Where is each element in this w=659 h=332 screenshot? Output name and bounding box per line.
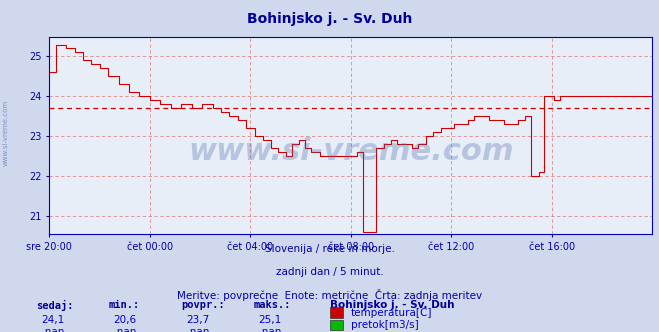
Text: sedaj:: sedaj:: [36, 300, 74, 311]
Text: maks.:: maks.:: [254, 300, 291, 310]
Text: Slovenija / reke in morje.: Slovenija / reke in morje.: [264, 244, 395, 254]
Text: -nan: -nan: [258, 327, 282, 332]
Text: povpr.:: povpr.:: [181, 300, 225, 310]
Text: -nan: -nan: [113, 327, 137, 332]
Text: www.si-vreme.com: www.si-vreme.com: [188, 136, 514, 166]
Text: 25,1: 25,1: [258, 315, 282, 325]
Text: -nan: -nan: [186, 327, 210, 332]
Text: 23,7: 23,7: [186, 315, 210, 325]
Text: www.si-vreme.com: www.si-vreme.com: [2, 100, 9, 166]
Text: zadnji dan / 5 minut.: zadnji dan / 5 minut.: [275, 267, 384, 277]
Text: 24,1: 24,1: [41, 315, 65, 325]
Text: 20,6: 20,6: [113, 315, 137, 325]
Text: temperatura[C]: temperatura[C]: [351, 308, 432, 318]
Text: pretok[m3/s]: pretok[m3/s]: [351, 320, 418, 330]
Text: min.:: min.:: [109, 300, 140, 310]
Text: Bohinjsko j. - Sv. Duh: Bohinjsko j. - Sv. Duh: [330, 300, 454, 310]
Text: Meritve: povprečne  Enote: metrične  Črta: zadnja meritev: Meritve: povprečne Enote: metrične Črta:…: [177, 289, 482, 301]
Text: -nan: -nan: [41, 327, 65, 332]
Text: Bohinjsko j. - Sv. Duh: Bohinjsko j. - Sv. Duh: [247, 12, 412, 26]
